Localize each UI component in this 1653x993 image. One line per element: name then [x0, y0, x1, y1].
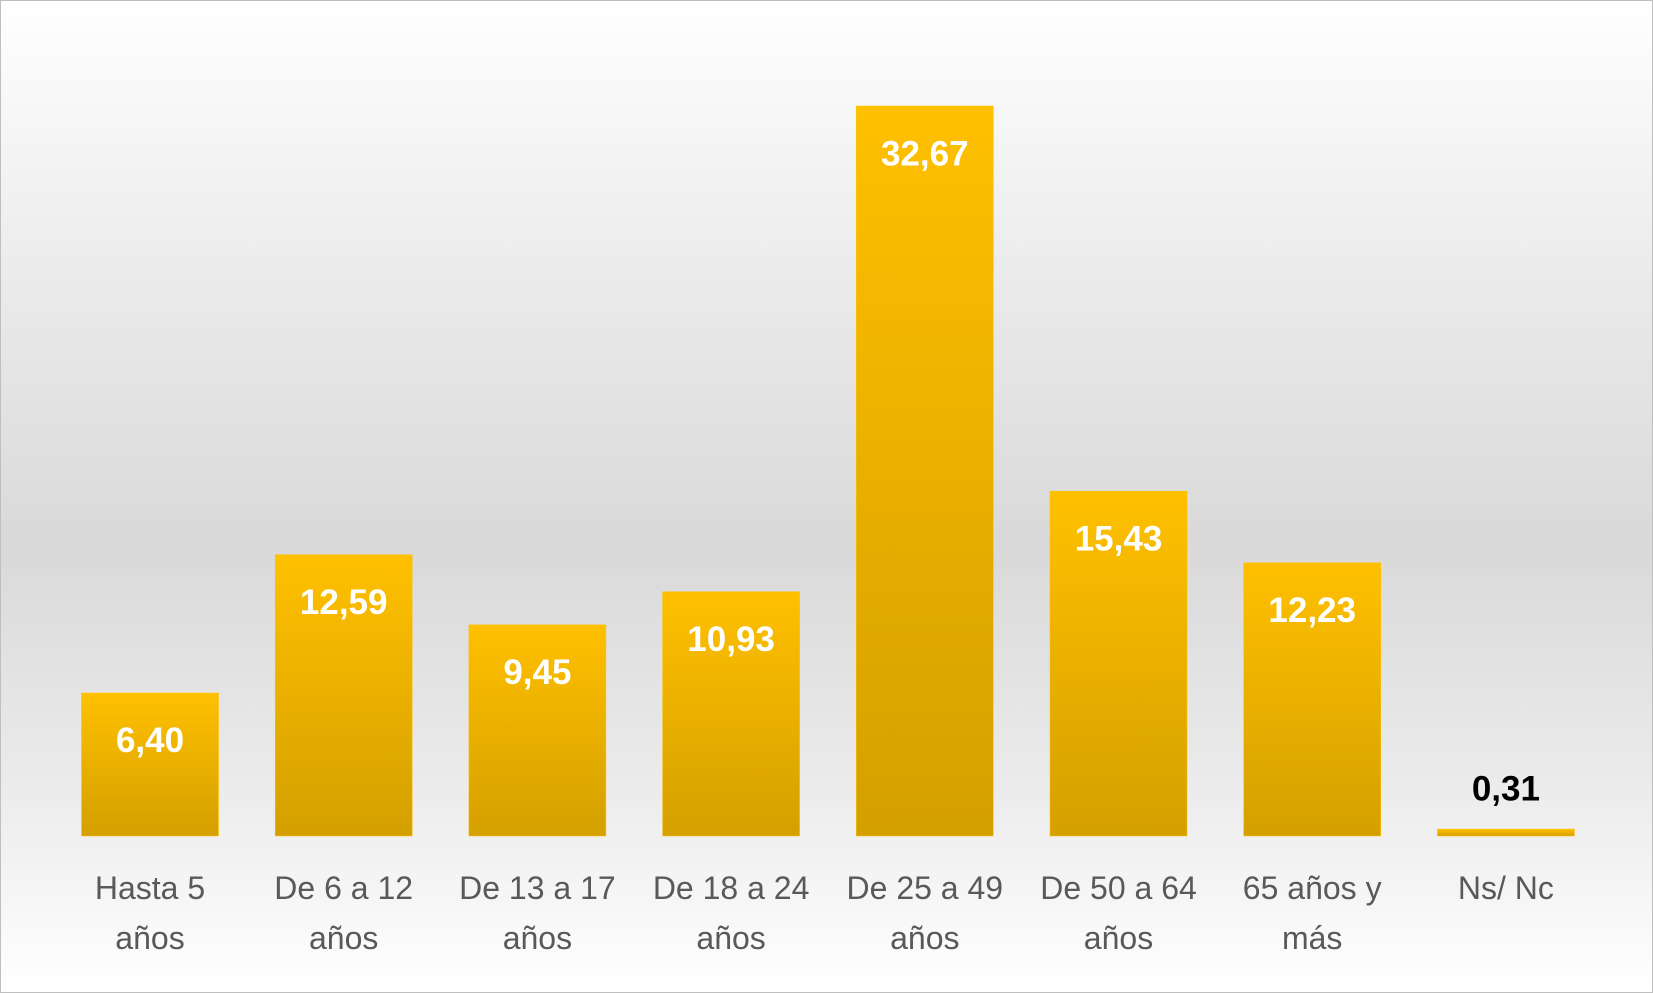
bar [662, 591, 800, 837]
bar [856, 105, 994, 837]
x-tick-label: Ns/ Nc [1457, 870, 1554, 906]
bar [468, 624, 607, 837]
x-tick-label: De 18 a 24 años [652, 870, 810, 956]
bar [81, 692, 219, 837]
x-tick-label: De 25 a 49 años [846, 870, 1004, 956]
value-label: 6,40 [116, 721, 184, 760]
bar [1243, 562, 1381, 837]
value-label: 32,67 [881, 134, 969, 173]
value-label: 0,31 [1472, 769, 1540, 808]
value-label: 9,45 [503, 653, 571, 692]
bar [1437, 828, 1575, 837]
value-label: 10,93 [687, 620, 775, 659]
bar [1049, 490, 1188, 837]
x-tick-label: De 6 a 12 años [274, 870, 414, 956]
x-tick-label: De 13 a 17 años [459, 870, 616, 956]
value-label: 12,59 [300, 583, 388, 622]
x-tick-label: 65 años y más [1242, 870, 1382, 956]
x-tick-label: Hasta 5 años [94, 870, 206, 956]
value-label: 15,43 [1075, 519, 1163, 558]
x-tick-label: De 50 a 64 años [1040, 870, 1197, 956]
value-label: 12,23 [1268, 591, 1356, 630]
bar [274, 554, 413, 837]
